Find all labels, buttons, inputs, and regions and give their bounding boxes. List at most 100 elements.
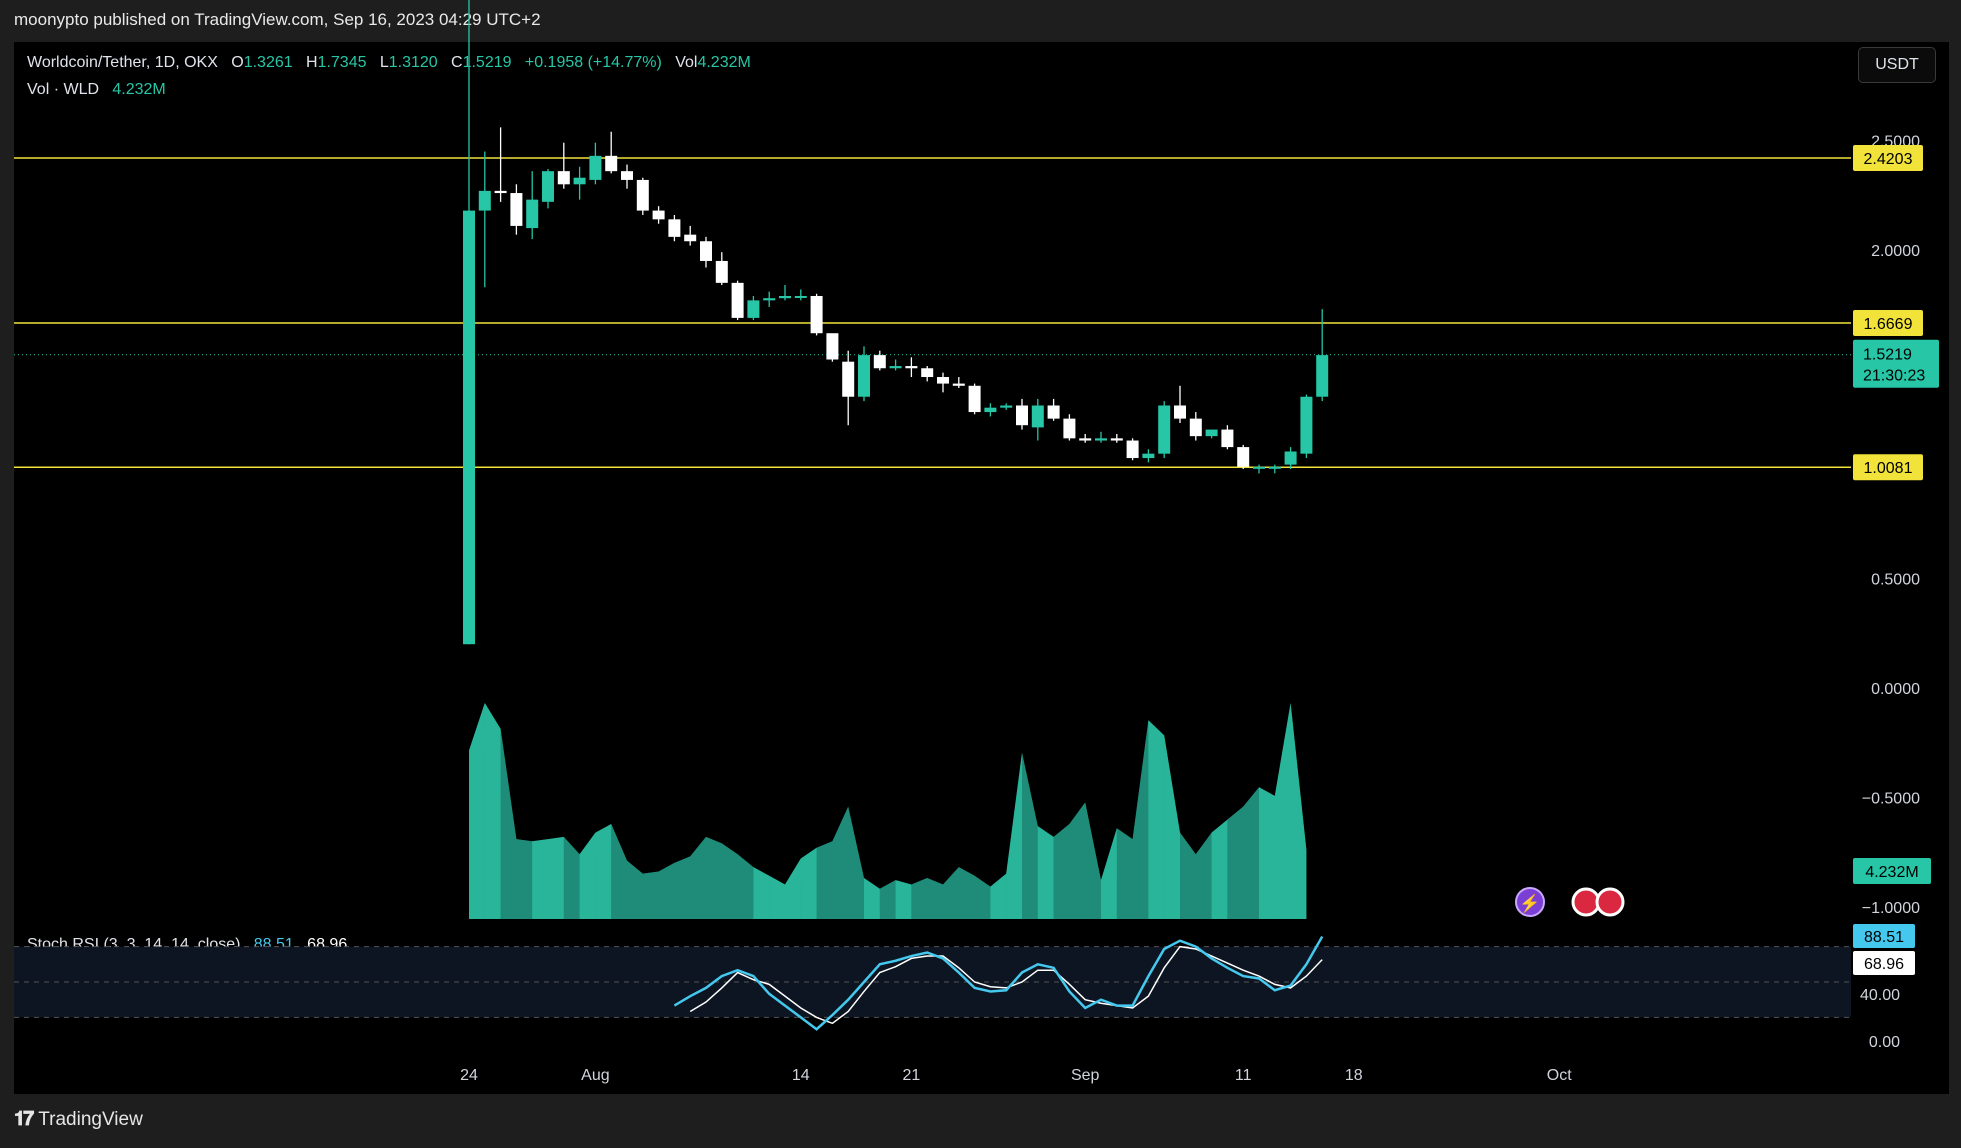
candle-body (779, 295, 791, 299)
candle-body (1016, 405, 1028, 426)
candle-body (715, 260, 728, 283)
candle-body (984, 407, 997, 413)
candle-body (1095, 438, 1107, 441)
vol-value: 4.232M (697, 54, 751, 71)
candle-body (952, 383, 965, 386)
candle-body (731, 282, 744, 318)
candle-body (557, 171, 570, 185)
volume-bar (1069, 802, 1086, 919)
volume-bar (658, 862, 675, 919)
symbol-name[interactable]: Worldcoin/Tether, 1D, OKX (27, 54, 218, 71)
volume-bar (1053, 823, 1070, 919)
volume-bar (753, 867, 770, 919)
volume-bar (579, 832, 596, 919)
candle-body (1189, 418, 1202, 437)
candle-body (1158, 405, 1171, 454)
candle-body (1221, 429, 1234, 448)
vol-label: Vol (675, 54, 698, 71)
candle-body (1000, 405, 1013, 408)
candle-body (1205, 429, 1218, 437)
volume-bar (1132, 720, 1149, 919)
volume-bar (1006, 752, 1022, 919)
candle-body (652, 210, 665, 220)
volume-bar (1085, 802, 1101, 919)
volume-bar (911, 877, 928, 919)
volume-bar (769, 875, 785, 919)
candle-body (873, 355, 886, 369)
low-label: L (379, 54, 389, 71)
volume-bar (1274, 703, 1291, 919)
level-label: 1.0081 (1864, 460, 1913, 477)
candle-body (621, 171, 633, 180)
candle-body (700, 241, 712, 261)
level-label: 1.6669 (1864, 316, 1913, 333)
candle-body (684, 234, 697, 242)
candle-body (747, 300, 760, 318)
volume-bar (1290, 703, 1307, 919)
candle-body (858, 355, 870, 397)
volume-bar (627, 860, 643, 919)
candle-body (968, 385, 981, 413)
open-label: O (231, 54, 244, 71)
y-tick-label: −0.5000 (1862, 791, 1920, 808)
volume-series-value: 4.232M (112, 81, 166, 98)
volume-bar (595, 823, 612, 919)
x-tick-label: Aug (581, 1067, 609, 1084)
close-value: 1.5219 (462, 54, 512, 71)
volume-bar (943, 867, 959, 919)
high-label: H (305, 54, 318, 71)
last-price-label-bg (1853, 339, 1939, 388)
x-tick-label: 11 (1235, 1067, 1252, 1084)
last-price-label: 1.5219 (1863, 347, 1912, 364)
stoch-d-label: 68.96 (1864, 956, 1904, 973)
candle-body (842, 361, 855, 397)
footer-brand[interactable]: TradingView (38, 1108, 143, 1130)
volume-bar (864, 877, 880, 919)
candle-body (1253, 466, 1265, 469)
volume-bar (848, 806, 864, 919)
x-tick-label: 21 (903, 1067, 921, 1084)
x-tick-label: 14 (792, 1067, 810, 1084)
volume-bar (1211, 819, 1228, 919)
candle-body (905, 366, 918, 369)
candle-body (494, 190, 507, 194)
volume-bar (1259, 787, 1275, 919)
candle-body (1031, 405, 1044, 428)
currency-button[interactable]: USDT (1858, 47, 1936, 83)
candle-body (1316, 355, 1329, 397)
volume-bar (990, 873, 1007, 919)
x-tick-label: Oct (1547, 1067, 1572, 1084)
candle-body (1142, 453, 1155, 459)
y-tick-label: 0.0000 (1871, 681, 1920, 698)
volume-legend: Vol · WLD 4.232M (27, 81, 166, 99)
y-tick-label: 0.5000 (1871, 572, 1920, 589)
volume-label-bg (1853, 858, 1931, 884)
candle-body (463, 210, 475, 645)
candle-body (1110, 438, 1123, 441)
volume-bar (1116, 828, 1133, 919)
volume-bar (879, 880, 896, 919)
volume-bar (895, 880, 912, 919)
volume-bar (563, 836, 580, 919)
change-value: +0.1958 (+14.77%) (524, 54, 662, 71)
tradingview-logo-icon[interactable]: 𝟏𝟕 (14, 1108, 34, 1130)
candle-body (810, 295, 823, 334)
volume-bar (800, 847, 817, 919)
candle-body (1126, 440, 1139, 459)
volume-bar (690, 836, 706, 919)
candle-body (589, 155, 602, 180)
volume-bar (816, 841, 833, 919)
candle-body (1174, 405, 1186, 419)
volume-bar (516, 839, 533, 919)
volume-bar (548, 836, 564, 919)
countdown-label: 21:30:23 (1863, 368, 1925, 385)
volume-series-label[interactable]: Vol · WLD (27, 81, 100, 98)
candle-body (526, 199, 539, 229)
candle-body (1284, 451, 1297, 465)
candle-body (921, 368, 934, 378)
lightning-event-icon (1515, 887, 1545, 917)
lightning-glyph-icon: ⚡ (1519, 893, 1540, 914)
symbol-legend: Worldcoin/Tether, 1D, OKX O1.3261 H1.734… (27, 54, 751, 72)
x-tick-label: 18 (1345, 1067, 1363, 1084)
